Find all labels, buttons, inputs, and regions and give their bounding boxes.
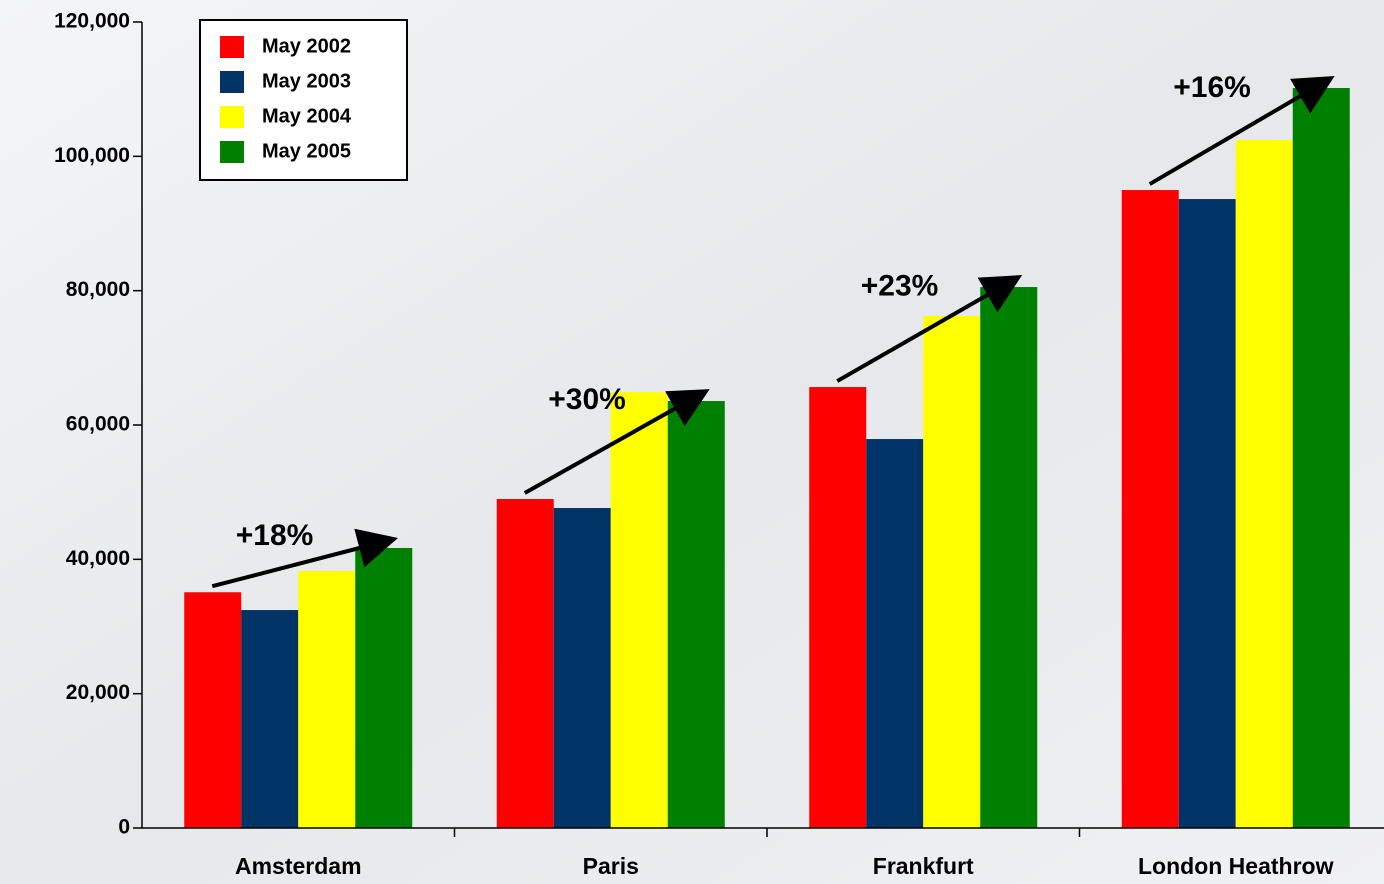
annotation: +23% — [861, 269, 939, 302]
y-tick-label: 40,000 — [66, 547, 130, 570]
bar — [809, 387, 867, 828]
annotation: +30% — [548, 383, 626, 416]
trend-arrow — [1148, 75, 1335, 186]
y-tick-label: 80,000 — [66, 278, 130, 301]
y-tick-label: 20,000 — [66, 681, 130, 704]
bar — [1292, 88, 1350, 828]
bar — [610, 392, 668, 828]
bar — [298, 571, 356, 828]
bar — [184, 592, 242, 828]
legend-swatch — [220, 106, 244, 128]
y-tick-label: 0 — [118, 816, 130, 839]
x-tick-label: London Heathrow — [1138, 853, 1334, 879]
bar — [1121, 190, 1179, 828]
bar — [667, 401, 725, 828]
bar — [355, 547, 413, 828]
bar — [1235, 140, 1293, 828]
legend-label: May 2002 — [262, 35, 351, 57]
x-tick-label: Frankfurt — [873, 853, 974, 879]
bar — [866, 439, 924, 828]
x-tick-label: Paris — [583, 853, 639, 879]
legend-label: May 2003 — [262, 70, 351, 92]
legend-swatch — [220, 71, 244, 93]
legend-label: May 2005 — [262, 140, 351, 162]
bar — [980, 287, 1038, 828]
y-tick-label: 100,000 — [54, 144, 130, 167]
legend-swatch — [220, 141, 244, 163]
bar — [923, 316, 981, 828]
y-tick-label: 60,000 — [66, 413, 130, 436]
trend-arrow — [836, 275, 1023, 383]
annotation: +18% — [236, 519, 314, 552]
legend-swatch — [220, 36, 244, 58]
annotation: +16% — [1173, 71, 1251, 104]
bar — [496, 499, 554, 828]
legend-label: May 2004 — [262, 105, 352, 127]
x-tick-label: Amsterdam — [235, 853, 362, 879]
bar — [553, 508, 611, 828]
bar — [1178, 199, 1236, 828]
bar — [241, 610, 299, 828]
trend-arrow — [211, 528, 398, 589]
y-tick-label: 120,000 — [54, 10, 130, 33]
trend-arrow — [523, 389, 710, 495]
